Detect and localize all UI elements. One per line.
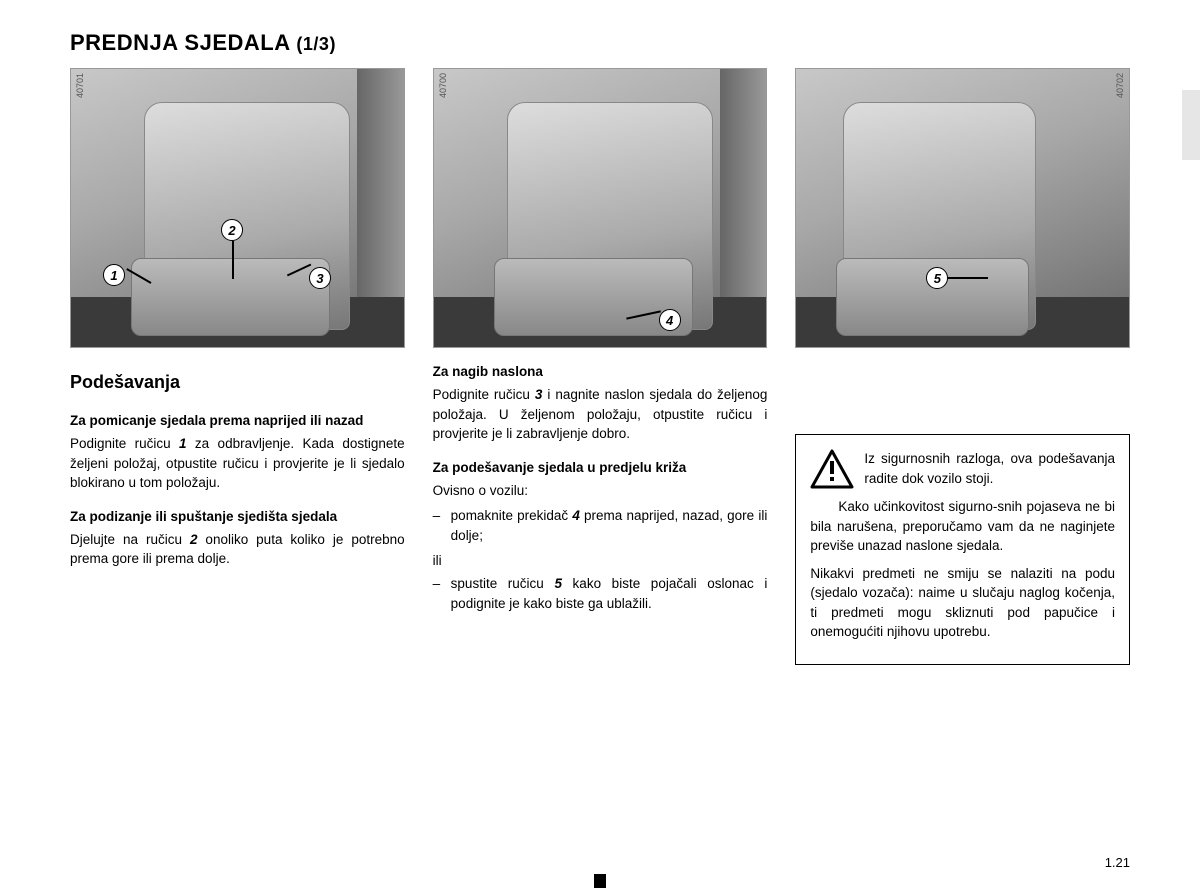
para-move-seat: Podignite ručicu 1 za odbravljenje. Kada… (70, 434, 405, 493)
page-container: PREDNJA SJEDALA (1/3) 40701 1 2 3 Podeša… (0, 0, 1200, 888)
figure-3: 40702 5 (795, 68, 1130, 348)
title-main: PREDNJA SJEDALA (70, 30, 296, 55)
t: spustite ručicu (451, 576, 555, 591)
bottom-crop-mark (594, 874, 606, 888)
heading-move-seat: Za pomicanje sjedala prema naprijed ili … (70, 413, 405, 428)
bullet-2: – spustite ručicu 5 kako biste pojačali … (433, 574, 768, 613)
para-tilt: Podignite ručicu 3 i nagnite naslon sjed… (433, 385, 768, 444)
dash: – (433, 574, 451, 613)
safety-box: Iz sigurnosnih razloga, ova podešavanja … (795, 434, 1130, 665)
heading-raise-lower: Za podizanje ili spuštanje sjedišta sjed… (70, 509, 405, 524)
column-2: 40700 4 Za nagib naslona Podignite ručic… (433, 68, 768, 868)
page-number: 1.21 (1105, 855, 1130, 870)
t: Djelujte na ručicu (70, 532, 190, 547)
safety-p1: Iz sigurnosnih razloga, ova podešavanja … (864, 449, 1115, 489)
heading-tilt: Za nagib naslona (433, 364, 768, 379)
num-1: 1 (179, 436, 187, 451)
or-text: ili (433, 553, 768, 568)
bullet-list-2: – spustite ručicu 5 kako biste pojačali … (433, 574, 768, 619)
figure-2: 40700 4 (433, 68, 768, 348)
safety-p3: Nikakvi predmeti ne smiju se nalaziti na… (810, 564, 1115, 642)
callout-2: 2 (221, 219, 243, 241)
num-4: 4 (572, 508, 580, 523)
warning-icon (810, 449, 854, 489)
figure-3-id: 40702 (1115, 73, 1125, 98)
callout-4: 4 (659, 309, 681, 331)
side-tab (1182, 90, 1200, 160)
bullet-list: – pomaknite prekidač 4 prema naprijed, n… (433, 506, 768, 551)
bullet-1: – pomaknite prekidač 4 prema naprijed, n… (433, 506, 768, 545)
t: Podignite ručicu (70, 436, 179, 451)
para-lumbar-intro: Ovisno o vozilu: (433, 481, 768, 501)
t: pomaknite prekidač (451, 508, 573, 523)
column-3: 40702 5 Iz sigurnosnih razloga, ova pode… (795, 68, 1130, 868)
lead-5 (948, 277, 988, 279)
column-1: 40701 1 2 3 Podešavanja Za pomicanje sje… (70, 68, 405, 868)
callout-3: 3 (309, 267, 331, 289)
page-title: PREDNJA SJEDALA (1/3) (70, 30, 1130, 56)
callout-1: 1 (103, 264, 125, 286)
safety-row1: Iz sigurnosnih razloga, ova podešavanja … (810, 449, 1115, 489)
safety-p2: Kako učinkovitost sigurno-snih pojaseva … (810, 497, 1115, 556)
title-sub: (1/3) (296, 34, 336, 54)
t: Podignite ručicu (433, 387, 535, 402)
bullet-2-text: spustite ručicu 5 kako biste pojačali os… (451, 574, 768, 613)
figure-1: 40701 1 2 3 (70, 68, 405, 348)
heading-adjustments: Podešavanja (70, 372, 405, 393)
safety-rest: Kako učinkovitost sigurno-snih pojaseva … (810, 497, 1115, 642)
num-5: 5 (554, 576, 562, 591)
spacer (795, 364, 1130, 424)
bullet-1-text: pomaknite prekidač 4 prema naprijed, naz… (451, 506, 768, 545)
columns: 40701 1 2 3 Podešavanja Za pomicanje sje… (70, 68, 1130, 868)
figure-2-id: 40700 (438, 73, 448, 98)
dash: – (433, 506, 451, 545)
figure-1-id: 40701 (75, 73, 85, 98)
heading-lumbar: Za podešavanje sjedala u predjelu križa (433, 460, 768, 475)
para-raise-lower: Djelujte na ručicu 2 onoliko puta koliko… (70, 530, 405, 569)
lead-2 (232, 241, 234, 279)
